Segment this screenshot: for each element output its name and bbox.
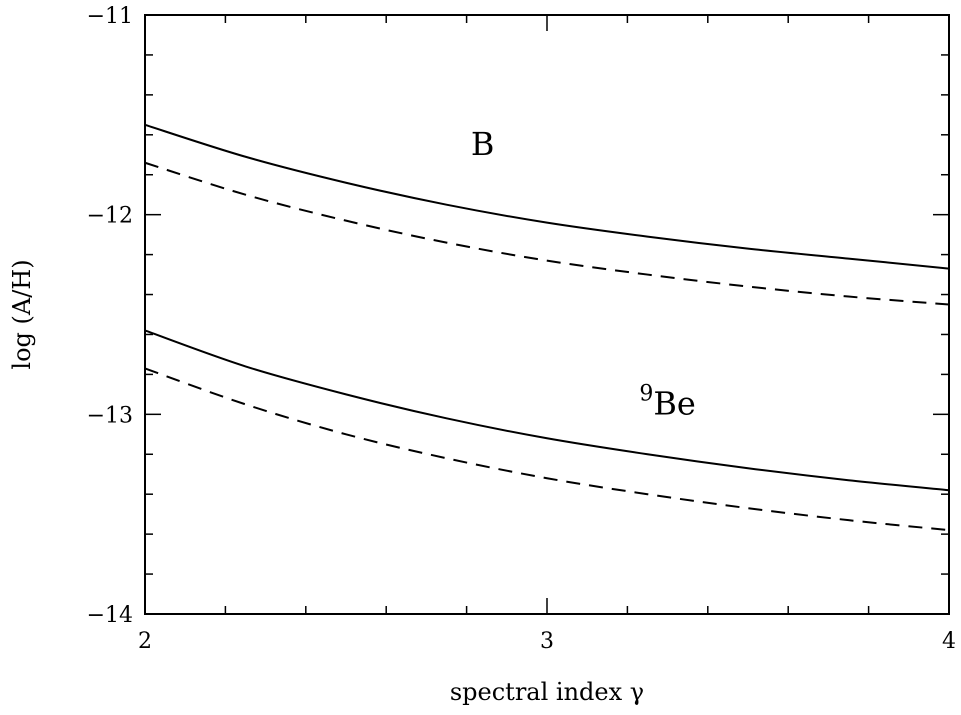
curve-label: B xyxy=(471,125,495,163)
y-tick-label: −13 xyxy=(87,403,133,428)
curve-label-text: Be xyxy=(653,384,695,422)
axis-ticks xyxy=(144,14,950,615)
plot-frame xyxy=(144,14,950,615)
y-tick-label: −11 xyxy=(87,4,133,29)
curve-annotations: B 9Be xyxy=(471,125,696,423)
y-tick-label: −12 xyxy=(87,204,133,229)
curve-b-solid xyxy=(144,123,950,270)
x-axis-title: spectral index γ xyxy=(450,678,644,706)
x-tick-label: 3 xyxy=(540,629,554,654)
x-tick-label: 4 xyxy=(942,629,956,654)
y-tick-label: −14 xyxy=(87,603,133,628)
data-curves xyxy=(144,123,950,532)
curve-label: 9Be xyxy=(639,381,695,422)
x-tick-label: 2 xyxy=(138,629,152,654)
curve-label-superscript: 9 xyxy=(639,381,653,406)
curve-b-dashed xyxy=(144,161,950,306)
tick-labels: 2 3 4 −14 −13 −12 −11 xyxy=(87,4,956,654)
y-axis-title: log (A/H) xyxy=(8,259,36,369)
curve-9be-dashed xyxy=(144,367,950,532)
curve-9be-solid xyxy=(144,329,950,492)
